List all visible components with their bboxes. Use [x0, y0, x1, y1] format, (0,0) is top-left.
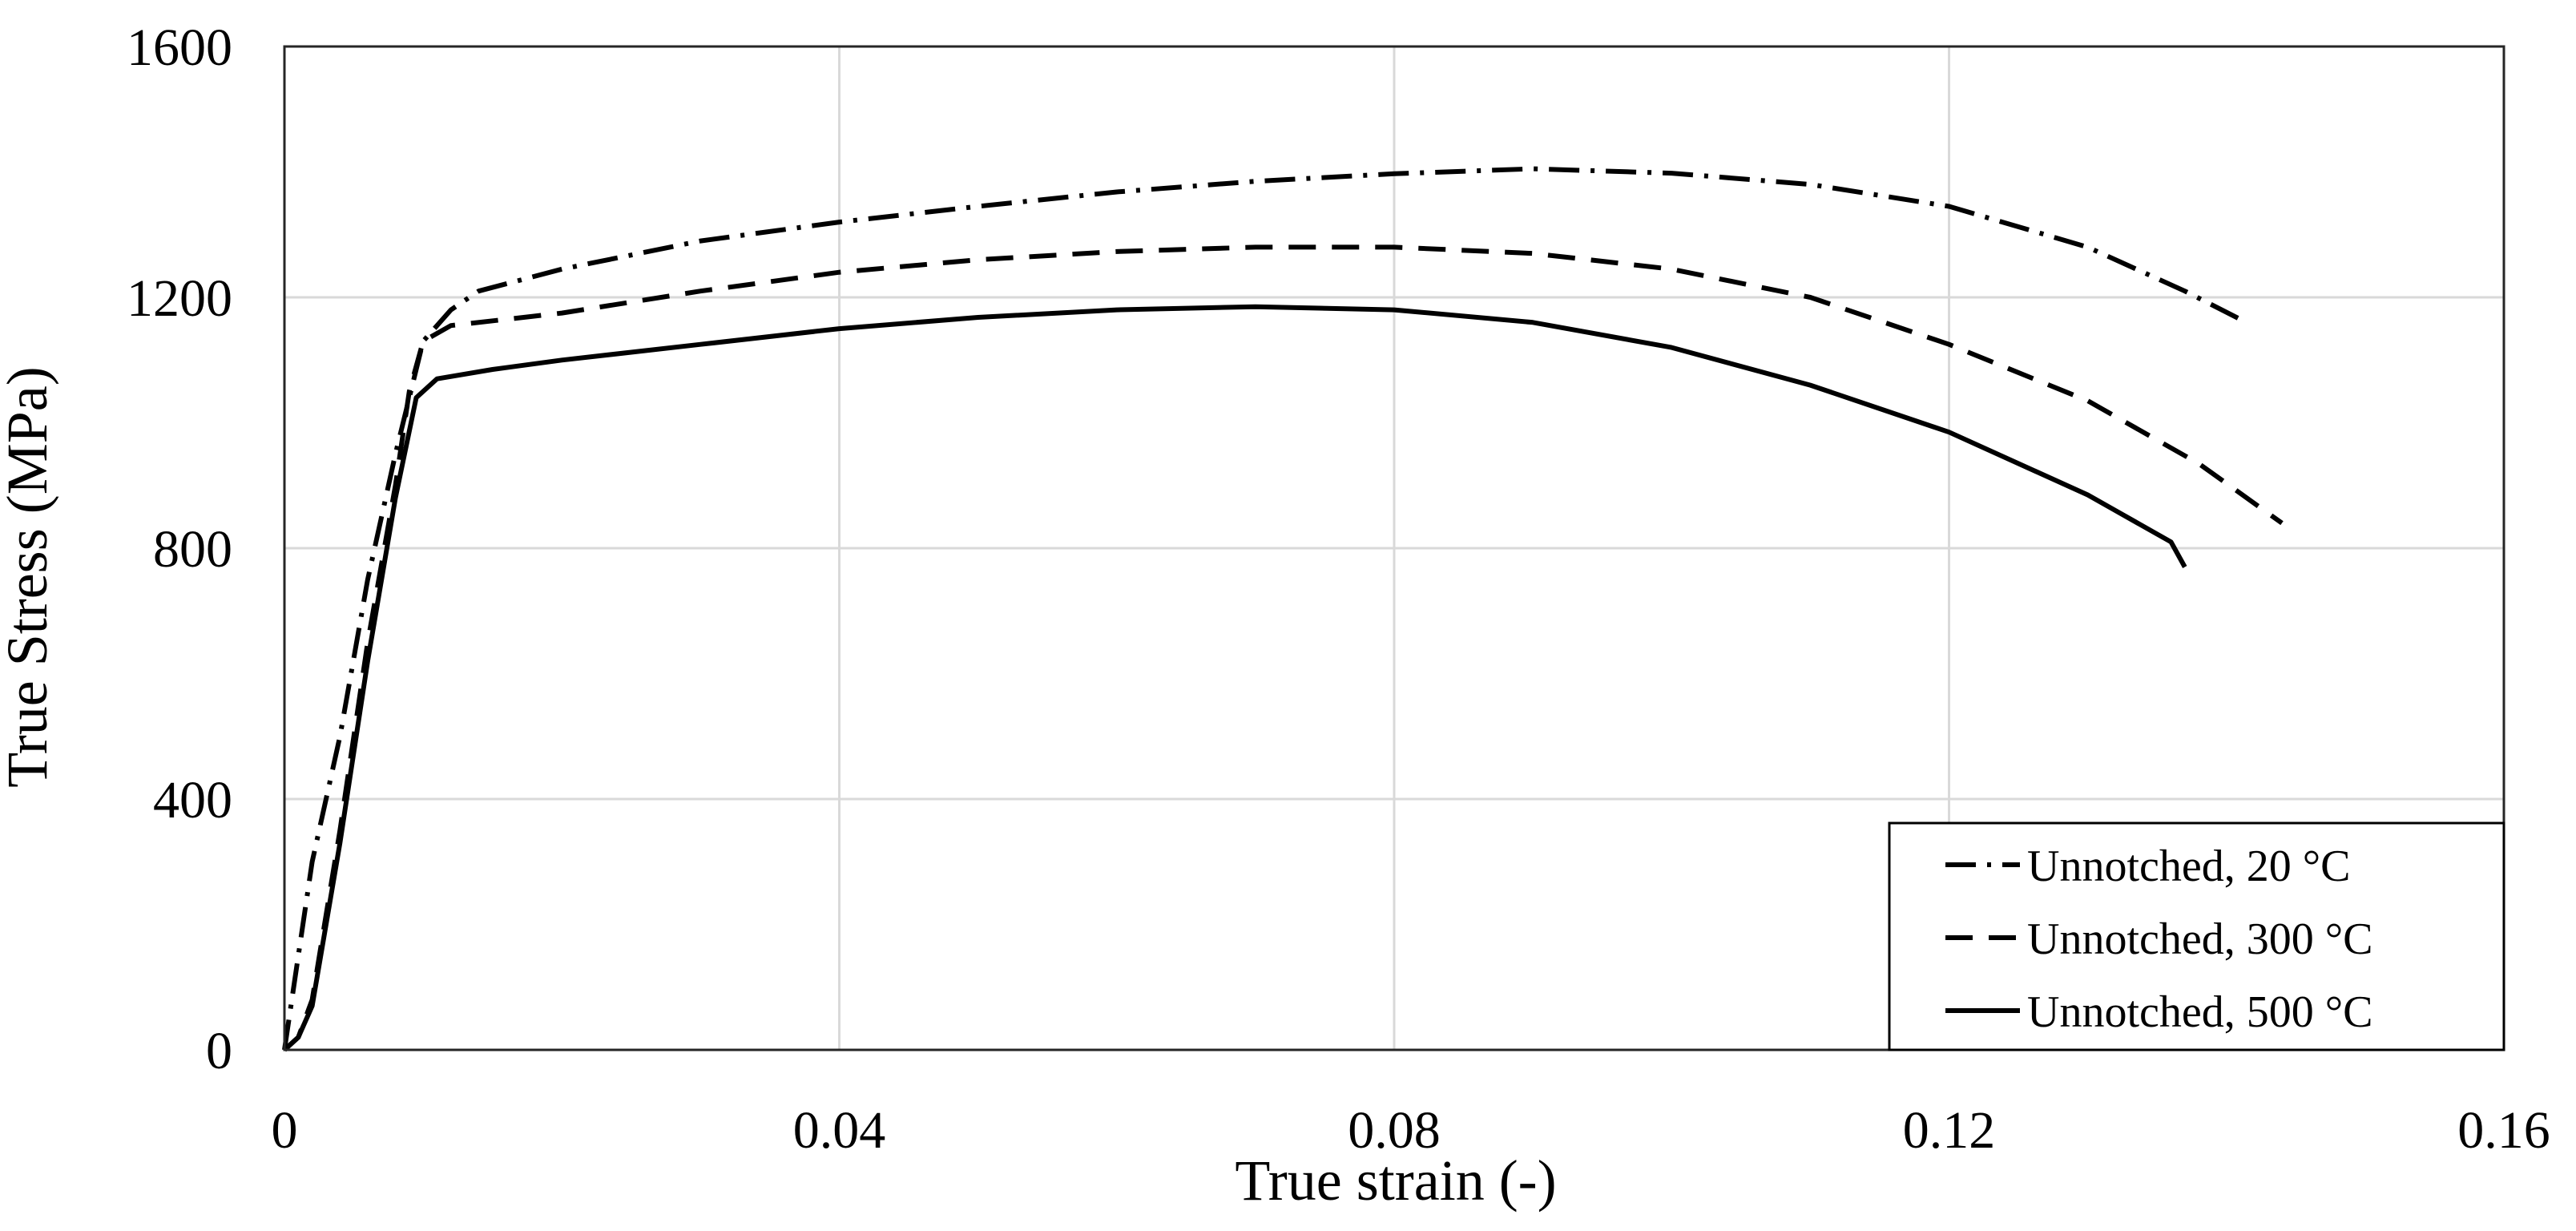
y-tick-label: 0: [206, 1022, 232, 1080]
series-line: [282, 166, 2242, 1051]
y-axis-title: True Stress (MPa): [0, 366, 59, 787]
legend-label: Unnotched, 300 °C: [2027, 914, 2372, 964]
plot-frame: [283, 45, 2505, 1051]
y-tick-label: 400: [153, 771, 232, 829]
x-axis-title: True strain (-): [1235, 1148, 1556, 1213]
y-tick-label: 1600: [127, 18, 232, 77]
x-tick-label: 0.16: [2457, 1101, 2550, 1160]
legend-label: Unnotched, 20 °C: [2027, 842, 2350, 891]
x-tick-label: 0.04: [793, 1101, 886, 1160]
legend-label: Unnotched, 500 °C: [2027, 987, 2372, 1037]
y-tick-label: 800: [153, 520, 232, 579]
plot-area-border: [283, 45, 2505, 1051]
series-line: [282, 244, 2284, 1052]
data-series: [282, 166, 2284, 1052]
tick-labels: 0 0.04 0.08 0.12 0.16 0 400 800 1200 1600: [127, 18, 2550, 1160]
x-tick-label: 0.12: [1903, 1101, 1996, 1160]
y-tick-label: 1200: [127, 269, 232, 328]
series-line: [282, 304, 2187, 1052]
legend: Unnotched, 20 °C Unnotched, 300 °C Unnotch…: [1888, 821, 2505, 1051]
x-tick-label: 0: [272, 1101, 298, 1160]
x-tick-label: 0.08: [1348, 1101, 1441, 1160]
